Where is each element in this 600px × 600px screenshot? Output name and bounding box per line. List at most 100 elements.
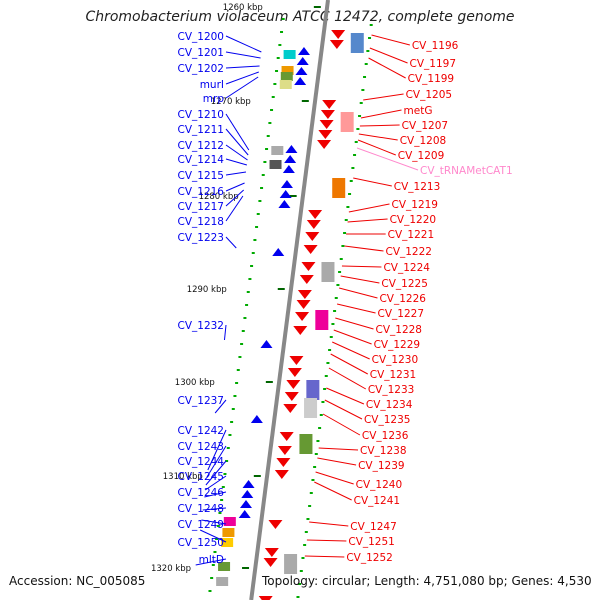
left-leader-line	[205, 460, 227, 486]
reverse-gene-arrow	[296, 57, 309, 65]
right-gene-label: CV_1240	[356, 479, 403, 491]
right-gene-label: CV_1229	[374, 339, 421, 351]
left-gene-label: CV_1216	[178, 186, 225, 198]
left-gene-label: CV_1244	[178, 456, 225, 468]
forward-gene-arrow	[295, 312, 310, 321]
right-leader-line	[357, 139, 396, 156]
left-leader-line	[225, 65, 260, 69]
reverse-gene-arrow	[285, 145, 298, 153]
track-dot	[216, 525, 220, 527]
right-gene-label: CV_1228	[376, 324, 423, 336]
left-leader-line	[214, 399, 227, 414]
track-dot	[366, 50, 370, 52]
forward-gene-arrow	[303, 245, 318, 254]
left-gene-label: CV_1211	[178, 124, 225, 136]
track-dot	[208, 590, 212, 592]
forward-gene-box	[304, 398, 318, 418]
right-gene-label: metG	[404, 105, 433, 117]
track-dot	[306, 518, 310, 520]
right-gene-label: CV_1252	[346, 552, 393, 564]
right-leader-line	[353, 177, 392, 187]
right-gene-label: CV_1236	[362, 430, 409, 442]
left-gene-label: CV_1248	[178, 503, 225, 515]
track-dot	[273, 83, 277, 85]
left-leader-line	[225, 236, 237, 249]
reverse-gene-box	[280, 72, 293, 81]
right-gene-label: CV_1238	[360, 445, 407, 457]
track-dot	[271, 96, 275, 98]
left-leader-line	[223, 324, 227, 341]
right-gene-label: CV_1213	[394, 181, 441, 193]
track-dot	[281, 18, 285, 20]
right-gene-label: CV_1205	[406, 89, 453, 101]
right-gene-label: CV_1199	[408, 73, 455, 85]
track-dot	[255, 226, 259, 228]
left-gene-label: CV_1232	[178, 320, 225, 332]
left-leader-line	[225, 171, 247, 176]
forward-gene-arrow	[274, 470, 289, 479]
right-leader-line	[371, 34, 410, 46]
tick-label: 1300 kbp	[175, 378, 215, 388]
left-gene-label: mltD	[199, 554, 224, 566]
track-dot	[331, 323, 335, 325]
left-gene-label: CV_1218	[178, 216, 225, 228]
left-leader-line	[225, 51, 261, 59]
track-dot	[280, 31, 284, 33]
track-dot	[248, 278, 252, 280]
forward-gene-arrow	[268, 520, 283, 529]
reverse-gene-arrow	[278, 200, 291, 208]
track-dot	[241, 330, 245, 332]
left-gene-label: CV_1215	[178, 170, 225, 182]
right-gene-label: CV_1230	[372, 354, 419, 366]
right-gene-label: CV_1235	[364, 414, 411, 426]
right-gene-label: CV_1224	[383, 262, 430, 274]
left-leader-line	[225, 144, 248, 161]
right-gene-label: CV_1239	[358, 460, 405, 472]
track-dot	[263, 161, 267, 163]
left-gene-label: CV_1210	[178, 109, 225, 121]
right-leader-line	[322, 413, 361, 436]
track-dot	[231, 408, 235, 410]
track-dot	[321, 401, 325, 403]
reverse-gene-box	[283, 50, 296, 59]
track-dot	[215, 538, 219, 540]
right-leader-line	[339, 287, 378, 299]
right-gene-label: CV_1226	[379, 293, 426, 305]
track-dot	[303, 544, 307, 546]
reverse-gene-arrow	[241, 490, 254, 498]
forward-gene-arrow	[319, 120, 334, 129]
right-leader-line	[318, 447, 359, 451]
right-gene-label: CV_1227	[378, 308, 425, 320]
right-leader-line	[304, 555, 345, 558]
track-dot	[346, 206, 350, 208]
track-dot	[243, 317, 247, 319]
forward-gene-arrow	[264, 548, 279, 557]
reverse-gene-box	[216, 577, 229, 586]
track-dot	[253, 239, 257, 241]
track-dot	[265, 148, 269, 150]
reverse-gene-arrow	[294, 77, 307, 85]
forward-gene-arrow	[276, 458, 291, 467]
track-dot	[223, 473, 227, 475]
forward-gene-box	[350, 33, 364, 53]
forward-gene-arrow	[299, 275, 314, 284]
right-gene-label: CV_1196	[412, 40, 459, 52]
left-gene-label: CV_1223	[178, 232, 225, 244]
reverse-gene-box	[279, 80, 292, 89]
left-leader-line	[225, 76, 259, 99]
track-dot	[228, 434, 232, 436]
right-leader-line	[317, 457, 357, 466]
left-gene-label: CV_1250	[178, 537, 225, 549]
track-dot	[339, 258, 343, 260]
left-leader-line	[225, 195, 244, 222]
forward-gene-arrow	[283, 404, 298, 413]
left-leader-line	[207, 429, 227, 471]
track-dot	[250, 265, 254, 267]
tick-label: 1290 kbp	[187, 285, 227, 295]
forward-gene-arrow	[318, 130, 333, 139]
right-leader-line	[328, 367, 367, 390]
track-dot	[343, 232, 347, 234]
track-dot	[313, 466, 317, 468]
tick-label: 1270 kbp	[211, 97, 251, 107]
